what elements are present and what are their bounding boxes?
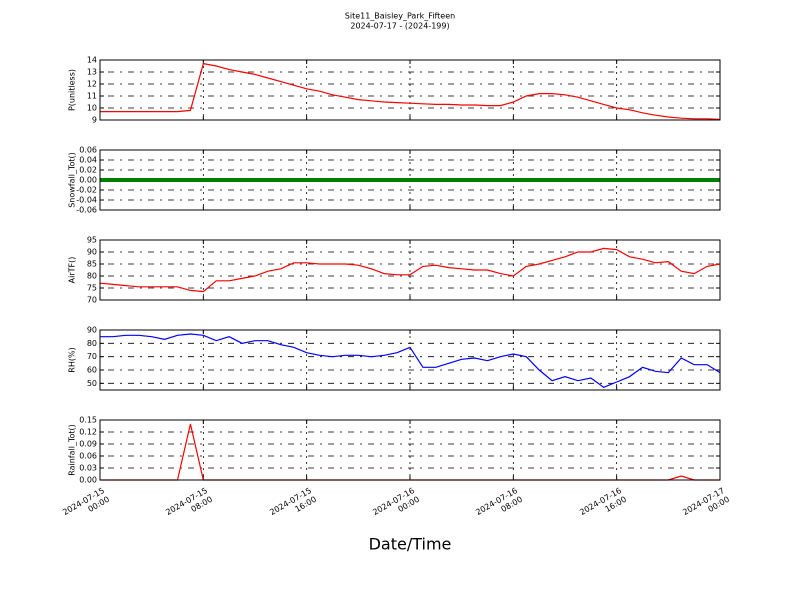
- y-tick-label: 0.03: [79, 464, 97, 473]
- y-tick-label: 0.00: [79, 176, 97, 185]
- chart-title: Site11_Baisley_Park_Fifteen: [345, 12, 455, 21]
- plot-frame: [99, 59, 721, 121]
- y-tick-label: 14: [87, 56, 97, 65]
- plot-frame: [99, 149, 721, 211]
- y-tick-label: 85: [87, 260, 97, 269]
- data-line: [100, 333, 721, 389]
- y-tick-label: 0.06: [79, 452, 97, 461]
- plot-frame: [99, 329, 721, 391]
- plot-frame: [99, 239, 721, 301]
- y-tick-label: 0.12: [79, 428, 97, 437]
- y-tick-label: 50: [87, 379, 97, 388]
- y-tick-label: -0.06: [76, 206, 97, 215]
- y-tick-label: 95: [87, 236, 97, 245]
- chart-subtitle: 2024-07-17 - (2024-199): [350, 22, 449, 31]
- y-tick-label: 11: [87, 92, 97, 101]
- y-tick-label: 70: [87, 352, 97, 361]
- y-tick-label: 80: [87, 272, 97, 281]
- x-axis-label: Date/Time: [369, 535, 452, 554]
- y-tick-label: -0.02: [76, 186, 97, 195]
- y-tick-label: 0.06: [79, 146, 97, 155]
- y-tick-label: 0.02: [79, 166, 97, 175]
- y-tick-label: 13: [87, 68, 97, 77]
- y-axis-label: RH(%): [68, 347, 77, 372]
- y-tick-label: 90: [87, 248, 97, 257]
- y-tick-label: 75: [87, 284, 97, 293]
- y-tick-label: 0.00: [79, 476, 97, 485]
- y-tick-label: 70: [87, 296, 97, 305]
- y-axis-label: Rainfall_Tot(): [68, 424, 77, 476]
- y-tick-label: 0.09: [79, 440, 97, 449]
- y-axis-label: Snowfall_Tot(): [68, 152, 77, 208]
- data-line: [99, 247, 721, 293]
- y-tick-label: 10: [87, 104, 97, 113]
- y-tick-label: -0.04: [76, 196, 97, 205]
- data-line: [100, 62, 721, 120]
- y-tick-label: 12: [87, 80, 97, 89]
- plot-frame: [99, 419, 721, 481]
- y-tick-label: 90: [87, 326, 97, 335]
- y-tick-label: 9: [92, 116, 97, 125]
- y-tick-label: 0.04: [79, 156, 97, 165]
- y-axis-label: P(unitless): [68, 69, 77, 111]
- y-tick-label: 60: [87, 366, 97, 375]
- y-tick-label: 0.15: [79, 416, 97, 425]
- y-axis-label: AirTF(): [68, 257, 77, 284]
- y-tick-label: 80: [87, 339, 97, 348]
